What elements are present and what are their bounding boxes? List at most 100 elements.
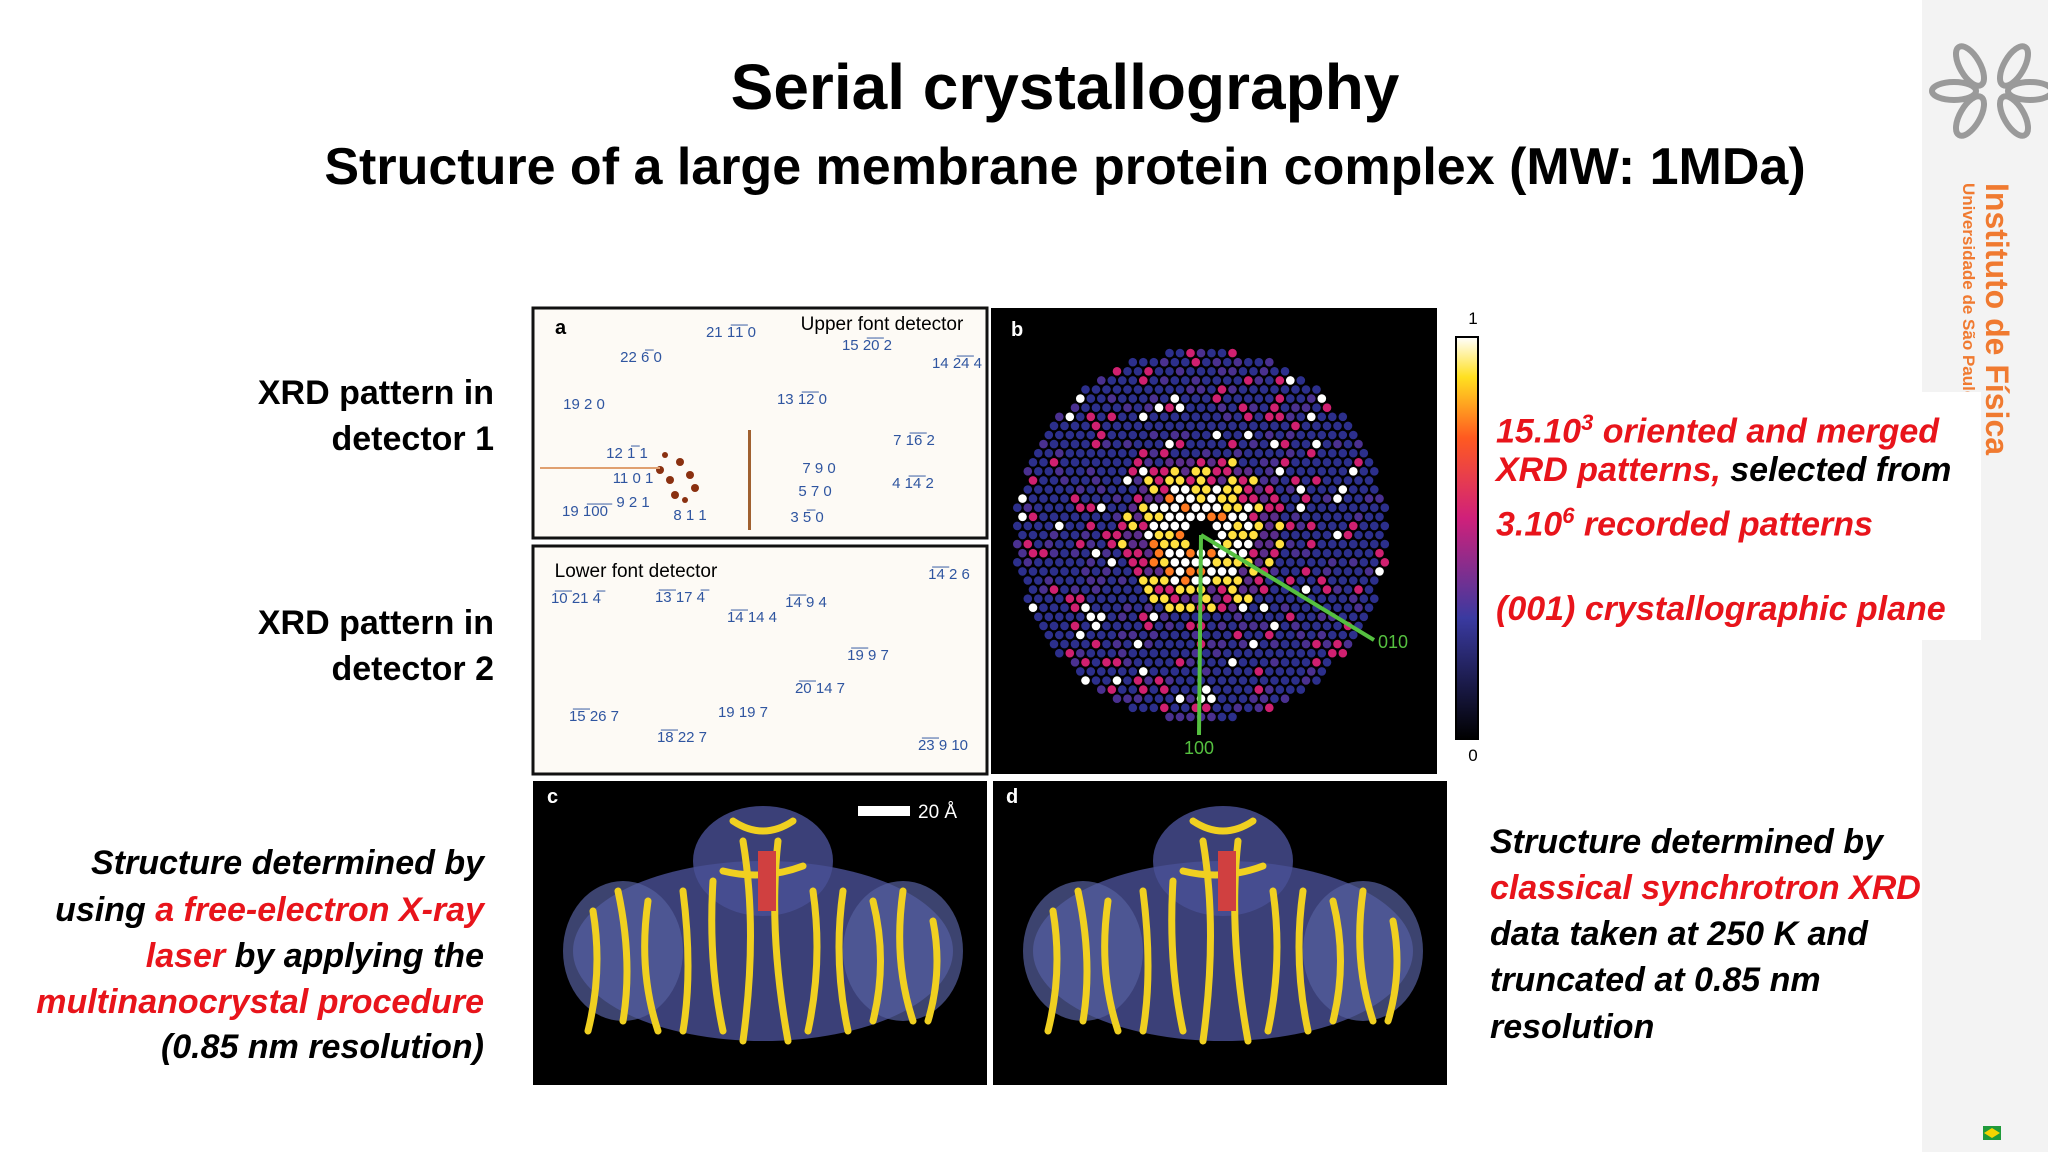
diffraction-spot [1144,403,1153,413]
diffraction-spot [1291,621,1300,631]
diffraction-spot [1107,648,1117,658]
diffraction-spot [1270,548,1279,558]
diffraction-spot [1107,521,1117,531]
diffraction-spot [1123,621,1132,631]
diffraction-spot [1307,539,1316,549]
diffraction-spot [1170,412,1180,422]
diffraction-spot [1028,512,1038,522]
diffraction-spot [1238,676,1248,685]
diffraction-spot [1223,448,1232,458]
diffraction-spot [1343,421,1353,431]
diffraction-spot [1181,412,1190,422]
diffraction-spot [1265,612,1274,622]
diffraction-spot [1055,539,1064,549]
diffraction-spot [1097,594,1106,603]
diffraction-spot [1333,530,1342,540]
diffraction-spot [1280,367,1290,376]
diffraction-spot [1217,458,1227,467]
diffraction-spot [1070,421,1080,431]
diffraction-spot [1359,448,1369,458]
diffraction-spot [1128,448,1138,458]
diffraction-spot [1322,439,1332,449]
diffraction-spot [1123,421,1132,431]
diffraction-spot [1280,621,1290,631]
diffraction-spot [1233,648,1243,658]
diffraction-spot [1202,630,1211,640]
diffraction-spot [1107,594,1117,603]
diffraction-spot [1238,367,1248,376]
diffraction-spot [1112,439,1122,449]
diffraction-spot [1065,485,1075,494]
diffraction-spot [1049,603,1059,612]
diffraction-spot [1097,648,1106,658]
diffraction-spot [1055,576,1064,585]
diffraction-spot [1338,594,1348,603]
diffraction-spot [1223,558,1232,567]
diffraction-spot [1128,394,1138,403]
diffraction-spot [1118,667,1127,676]
diffraction-spot [1275,394,1285,403]
diffraction-spot [1275,412,1285,422]
diffraction-spot [1228,348,1237,358]
diffraction-spot [1202,594,1211,603]
diffraction-spot [1128,503,1138,512]
diffraction-spot [1244,376,1253,385]
diffraction-spot [1280,476,1290,485]
diffraction-spot [1070,403,1080,413]
diffraction-spot [1107,412,1117,422]
diffraction-spot [1249,367,1258,376]
diffraction-spot [1270,603,1279,612]
diffraction-spot [1076,485,1085,494]
diffraction-spot [1144,567,1153,576]
diffraction-spot [1034,558,1043,567]
diffraction-spot [1160,412,1169,422]
diffraction-spot [1191,357,1201,367]
diffraction-spot [1301,621,1311,631]
miller-index: 1̅0̅ 21 4̅ [551,590,606,607]
diffraction-spot [1202,685,1211,694]
diffraction-spot [1133,639,1143,649]
diffraction-spot [1233,521,1243,531]
diffraction-spot [1023,467,1033,476]
diffraction-spot [1270,676,1279,685]
diffraction-spot [1249,639,1258,649]
diffraction-spot [1280,658,1290,667]
diffraction-spot [1328,485,1337,494]
diffraction-spot [1286,576,1295,585]
diffraction-spot [1112,639,1122,649]
diffraction-spot [1139,558,1148,567]
diffraction-spot [1181,558,1190,567]
diffraction-spot [1322,530,1332,540]
diffraction-spot [1076,630,1085,640]
diffraction-spot [1207,476,1216,485]
miller-index: 8 1 1 [673,507,706,524]
diffraction-spot [1286,594,1295,603]
diffraction-spot [1139,430,1148,440]
diffraction-spot [1107,576,1117,585]
diffraction-spot [1107,467,1117,476]
diffraction-spot [1086,412,1096,422]
diffraction-spot [1013,503,1022,512]
diffraction-spot [1154,367,1164,376]
diffraction-spot [1223,376,1232,385]
diffraction-spot [1144,676,1153,685]
diffraction-spot [1144,421,1153,431]
diffraction-spot [1223,630,1232,640]
diffraction-spot [1055,503,1064,512]
miller-index: 2̅3̅ 9 10 [918,737,968,754]
diffraction-spot [1265,667,1274,676]
diffraction-spot [1322,421,1332,431]
diffraction-spot [1212,685,1222,694]
diffraction-spot [1338,412,1348,422]
diffraction-spot [1186,567,1195,576]
diffraction-spot [1238,658,1248,667]
diffraction-spot [1270,403,1279,413]
diffraction-spot [1223,467,1232,476]
diffraction-spot [1280,494,1290,503]
diffraction-spot [1144,658,1153,667]
diffraction-spot [1123,676,1132,685]
diffraction-spot [1039,512,1048,522]
diffraction-spot [1055,521,1064,531]
diffraction-spot [1359,558,1369,567]
